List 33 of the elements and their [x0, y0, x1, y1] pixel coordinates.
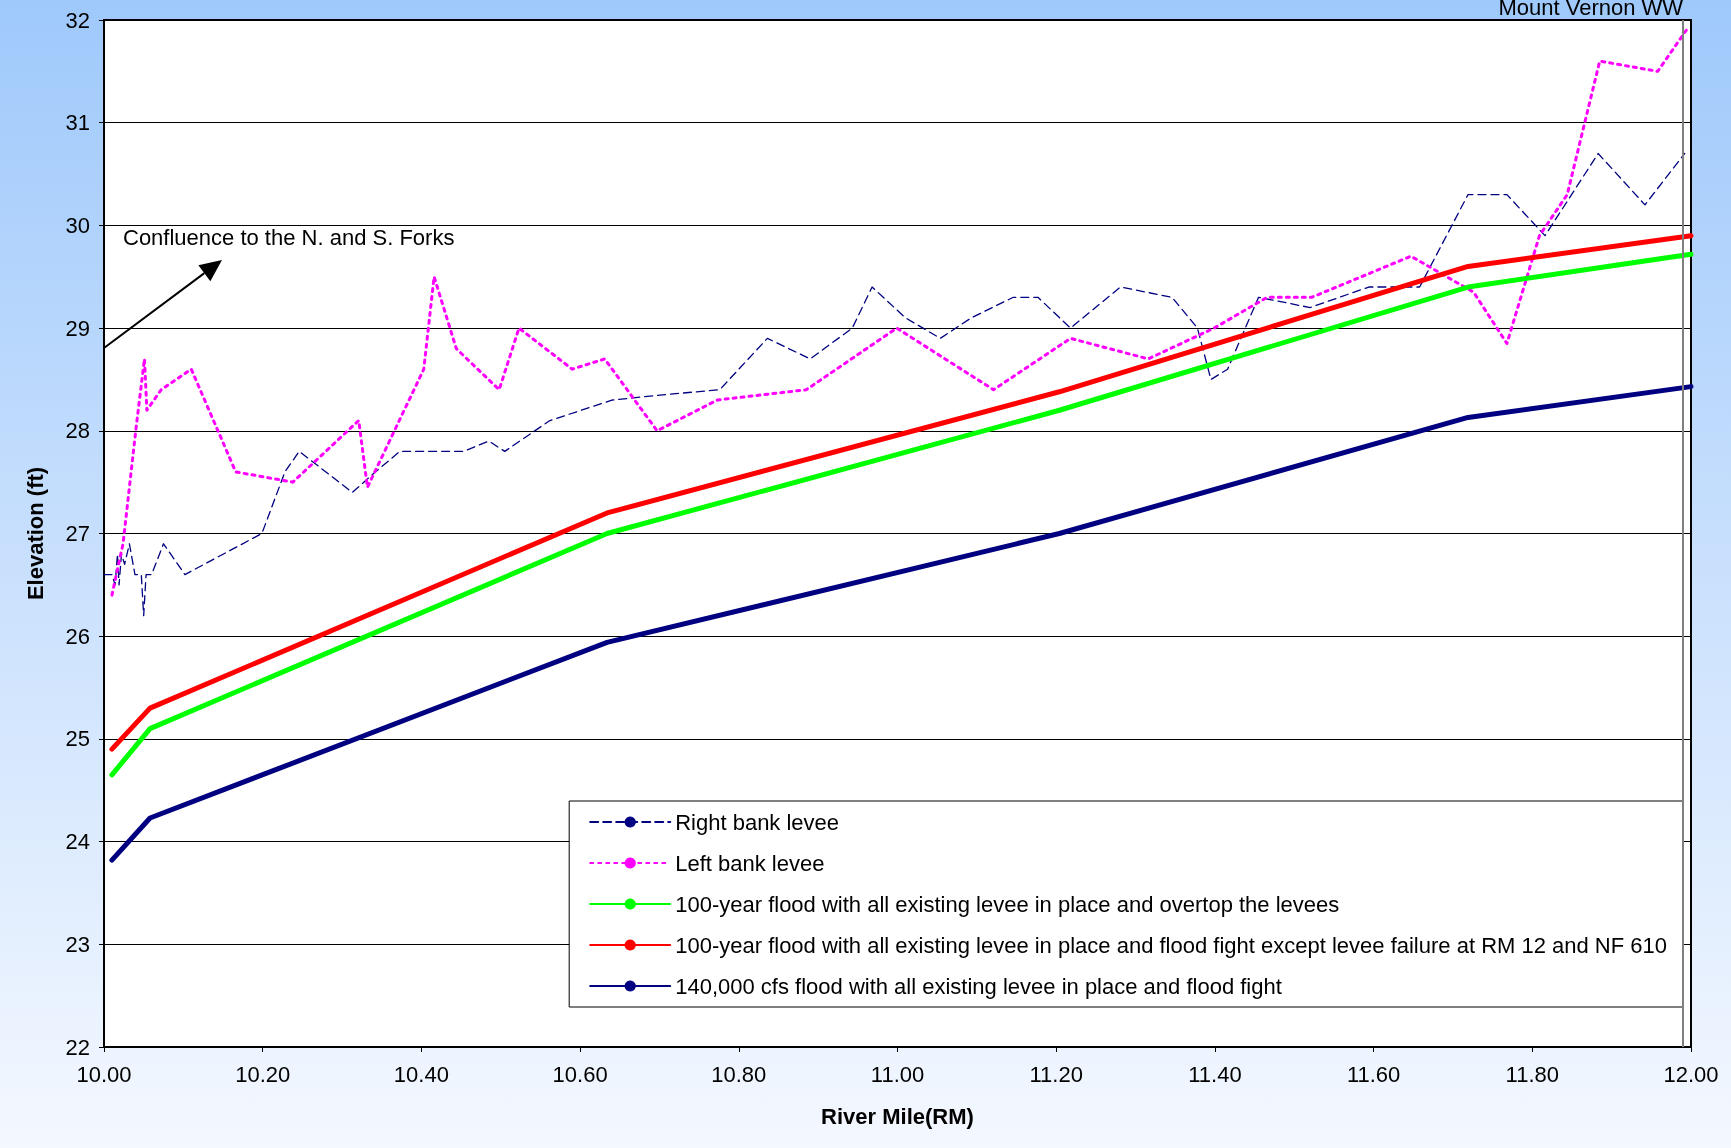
legend-label: 140,000 cfs flood with all existing levee in place and flood fight — [675, 973, 1282, 999]
x-tick-label: 12.00 — [1663, 1061, 1719, 1087]
y-axis-title: Elevation (ft) — [22, 466, 48, 601]
x-tick-label: 11.00 — [870, 1061, 925, 1087]
y-tick-label: 30 — [65, 212, 90, 238]
x-tick-label: 11.60 — [1346, 1061, 1401, 1087]
line-series — [110, 28, 1688, 597]
y-tick-label: 23 — [65, 931, 90, 957]
x-tick-label: 11.80 — [1505, 1061, 1560, 1087]
x-tick-label: 10.60 — [552, 1061, 608, 1087]
ref-line-label: Mount Vernon WW — [1498, 0, 1684, 20]
x-tick-label: 10.00 — [76, 1061, 132, 1087]
y-tick-label: 22 — [65, 1034, 90, 1060]
x-tick-label: 10.20 — [235, 1061, 291, 1087]
annotation: Confluence to the N. and S. Forks — [123, 224, 455, 250]
y-tick-label: 25 — [65, 726, 90, 752]
y-tick-label: 29 — [65, 315, 90, 341]
y-tick-label: 32 — [65, 7, 90, 33]
y-tick-label: 27 — [65, 521, 90, 546]
line-series — [103, 152, 1686, 617]
x-tick-label: 11.40 — [1188, 1061, 1242, 1087]
y-tick-label: 28 — [65, 418, 90, 444]
legend-label: 100-year flood with all existing levee in place and flood fight except levee failure at RM 12 and NF 610 — [675, 932, 1668, 958]
legend-label: 100-year flood with all existing levee in place and overtop the levees — [675, 891, 1340, 917]
y-tick-label: 24 — [65, 829, 90, 855]
legend-label: Left bank levee — [675, 850, 825, 876]
x-tick-label: 10.80 — [711, 1061, 767, 1087]
y-tick-label: 26 — [65, 623, 90, 649]
y-tick-label: 31 — [65, 110, 90, 136]
x-axis-title: River Mile(RM) — [821, 1103, 974, 1129]
x-tick-label: 11.20 — [1029, 1061, 1083, 1087]
legend-label: Right bank levee — [675, 809, 840, 835]
x-tick-label: 10.40 — [393, 1061, 449, 1087]
